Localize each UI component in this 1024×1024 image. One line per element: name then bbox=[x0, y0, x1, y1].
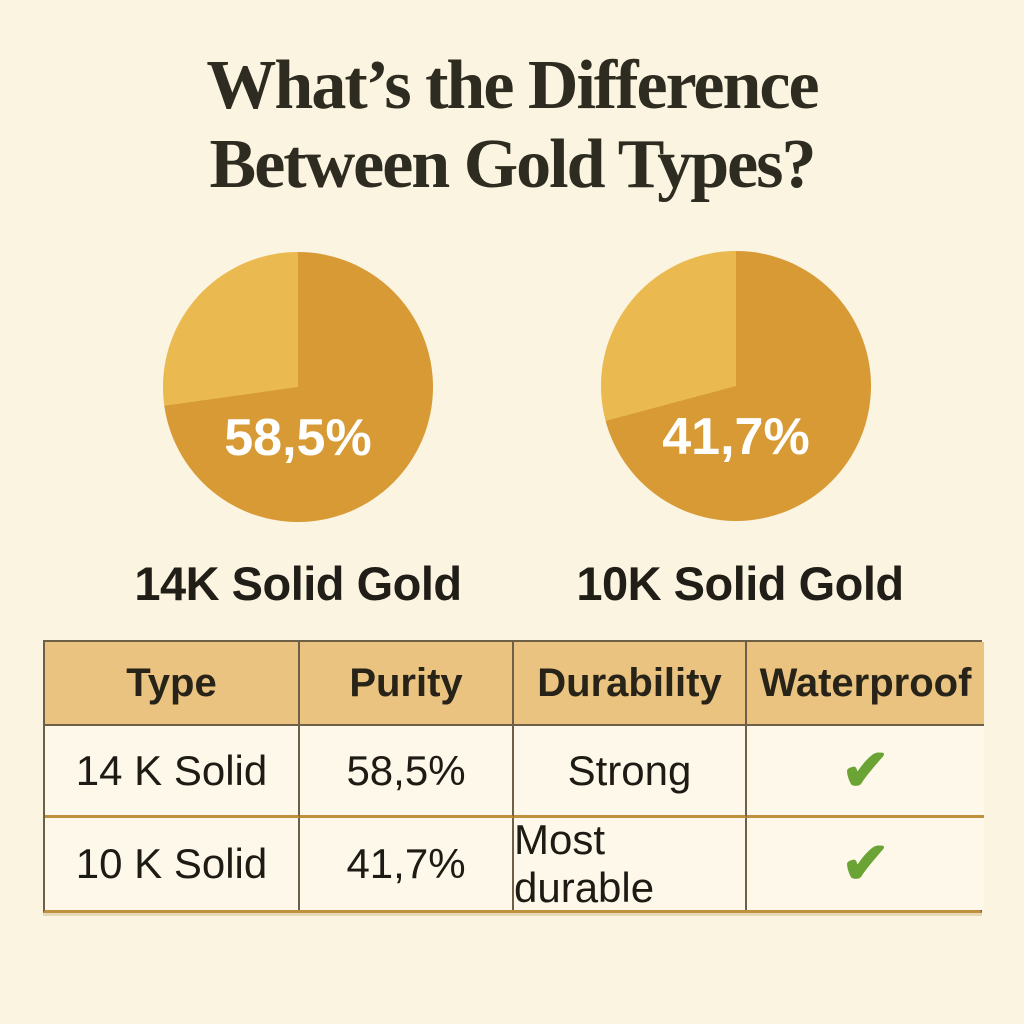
check-icon: ✔ bbox=[841, 831, 890, 896]
cell-durability-14k: Strong bbox=[514, 726, 747, 818]
page-title-line-1: What’s the Difference bbox=[206, 47, 819, 124]
column-header-waterproof: Waterproof bbox=[747, 642, 984, 726]
column-header-durability: Durability bbox=[514, 642, 747, 726]
pie-value-label-14k: 58,5% bbox=[224, 409, 372, 467]
pie-caption-14k: 14K Solid Gold bbox=[134, 557, 462, 610]
column-header-type: Type bbox=[45, 642, 300, 726]
page-title-line-2: Between Gold Types? bbox=[209, 126, 817, 203]
check-icon: ✔ bbox=[841, 737, 890, 803]
page-title: What’s the Difference Between Gold Types… bbox=[0, 46, 1024, 204]
cell-purity-14k: 58,5% bbox=[300, 726, 514, 818]
gold-comparison-table: Type Purity Durability Waterproof 14 K S… bbox=[43, 640, 984, 913]
pie-chart-10k-gold: 41,7% bbox=[601, 251, 871, 521]
pie-caption-10k: 10K Solid Gold bbox=[576, 557, 904, 610]
column-header-purity: Purity bbox=[300, 642, 514, 726]
cell-durability-10k: Most durable bbox=[514, 816, 747, 911]
cell-type-14k: 14 K Solid bbox=[45, 726, 300, 818]
cell-waterproof-10k: ✔ bbox=[747, 818, 984, 910]
pie-value-label-10k: 41,7% bbox=[662, 408, 810, 466]
pie-chart-14k-gold: 58,5% bbox=[163, 252, 433, 522]
cell-purity-10k: 41,7% bbox=[300, 818, 514, 910]
cell-type-10k: 10 K Solid bbox=[45, 818, 300, 910]
cell-waterproof-14k: ✔ bbox=[747, 726, 984, 818]
